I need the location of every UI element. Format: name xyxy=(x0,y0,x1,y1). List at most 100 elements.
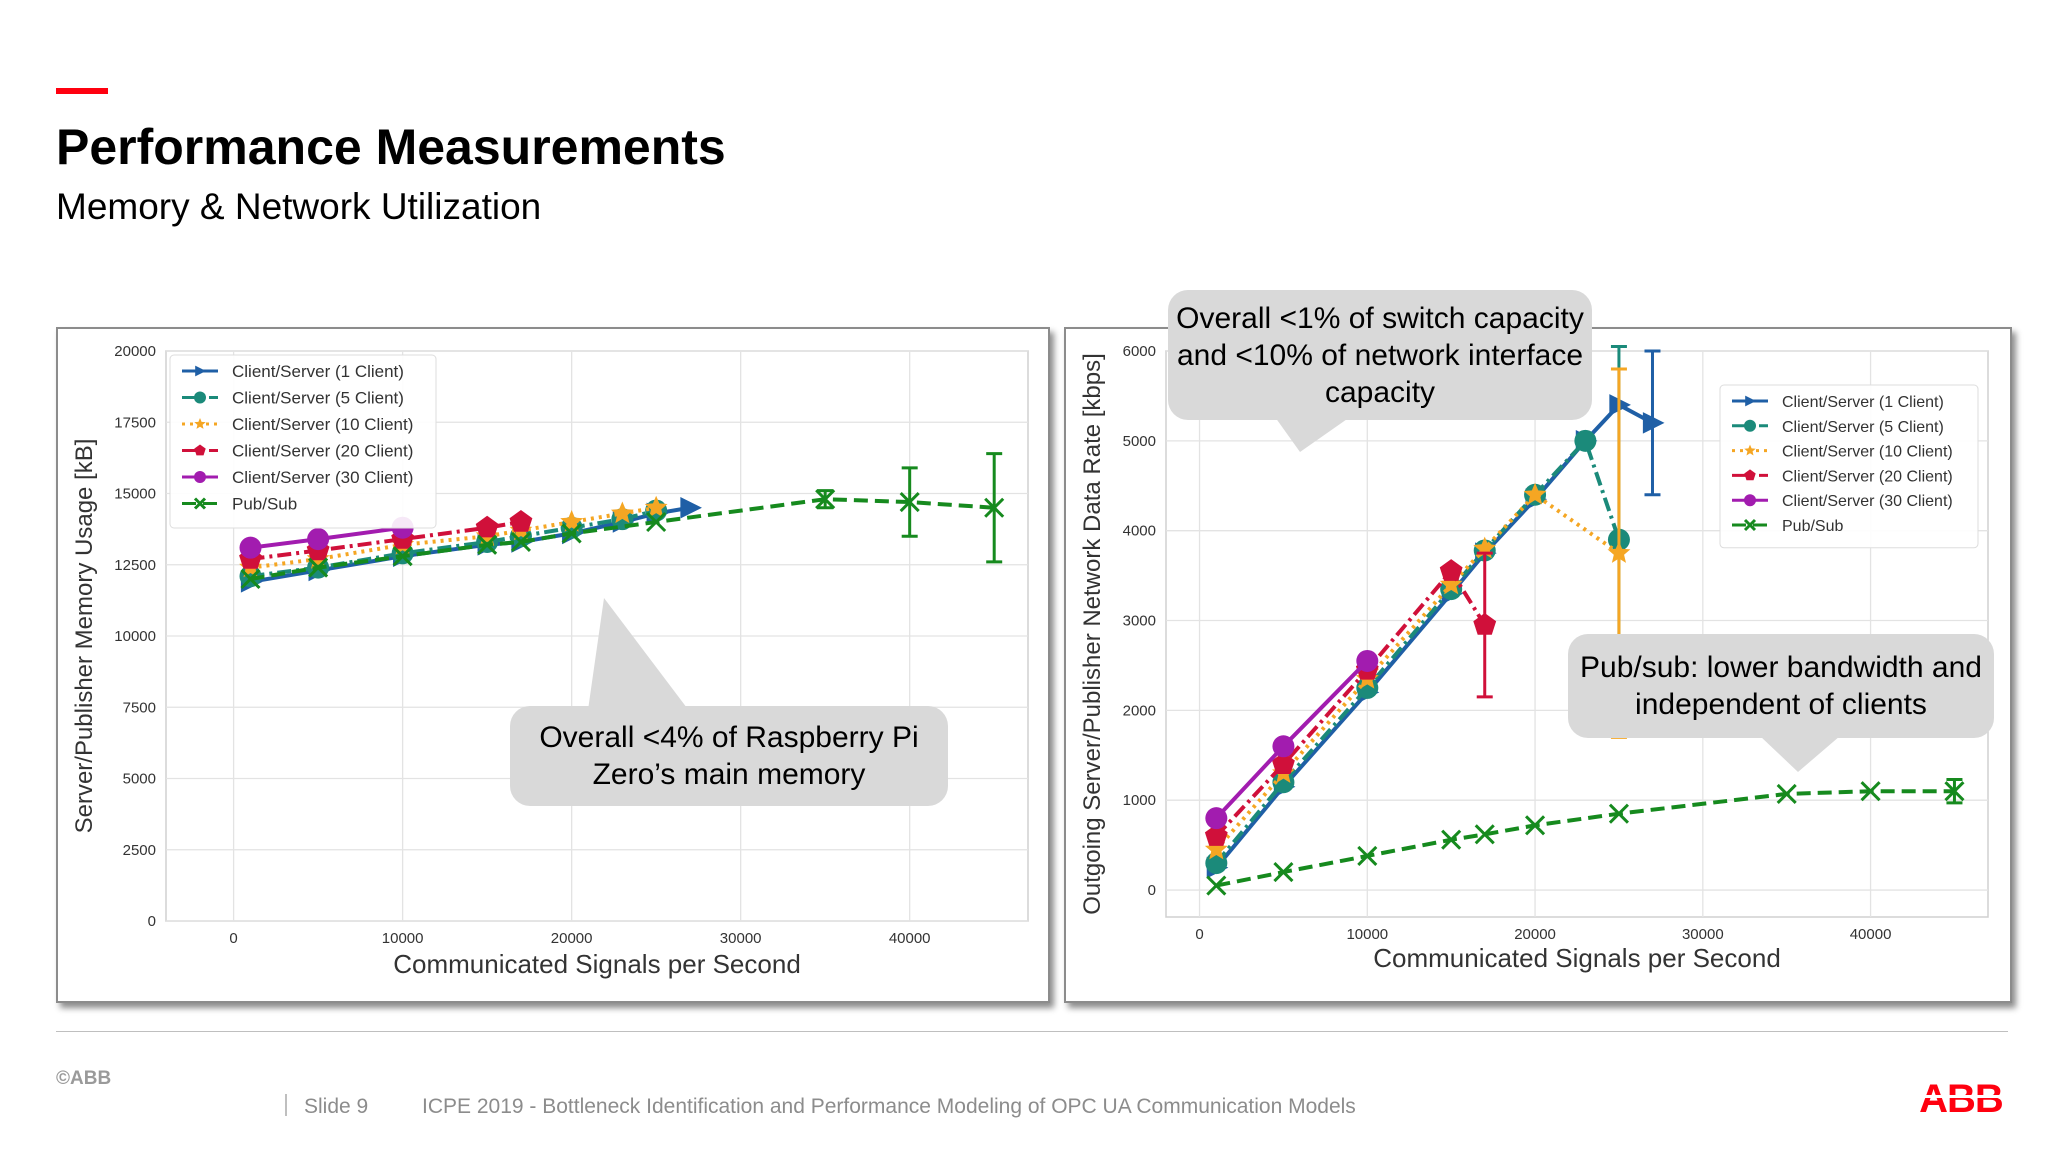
y-tick-label: 5000 xyxy=(1123,433,1156,450)
data-point xyxy=(899,491,920,513)
data-point xyxy=(1272,752,1295,774)
legend-label: Client/Server (30 Client) xyxy=(1782,493,1953,510)
legend-label: Client/Server (1 Client) xyxy=(232,362,404,381)
footer-text: ICPE 2019 - Bottleneck Identification an… xyxy=(422,1095,1356,1118)
x-axis-label: Communicated Signals per Second xyxy=(393,949,801,979)
data-point xyxy=(475,515,499,538)
series-line xyxy=(250,497,995,581)
y-tick-label: 0 xyxy=(148,913,156,930)
y-axis-label: Outgoing Server/Publisher Network Data R… xyxy=(1079,353,1106,915)
legend-marker xyxy=(194,471,206,483)
y-tick-label: 17500 xyxy=(114,414,156,431)
legend-marker xyxy=(194,391,206,404)
data-point xyxy=(1474,824,1495,845)
slide-subtitle: Memory & Network Utilization xyxy=(56,186,542,227)
series-line xyxy=(250,505,657,570)
y-axis-label: Server/Publisher Memory Usage [kB] xyxy=(71,439,98,834)
data-point xyxy=(392,546,413,567)
accent-bar xyxy=(56,88,108,94)
legend-label: Client/Server (20 Client) xyxy=(1782,468,1953,485)
data-point xyxy=(1776,783,1797,804)
x-tick-label: 0 xyxy=(1195,926,1203,943)
data-point xyxy=(1356,649,1379,672)
y-tick-label: 5000 xyxy=(123,771,156,788)
data-point xyxy=(1204,824,1228,846)
legend-label: Pub/Sub xyxy=(232,495,297,514)
data-point xyxy=(815,489,836,510)
pubsub-callout: Pub/sub: lower bandwidth and independent… xyxy=(1568,634,1994,738)
series-line xyxy=(1215,789,1955,888)
data-point xyxy=(1944,781,1965,802)
y-tick-label: 4000 xyxy=(1123,523,1156,540)
footer-divider xyxy=(56,1031,2008,1032)
memory-callout: Overall <4% of Raspberry Pi Zero’s main … xyxy=(510,706,948,806)
memory-chart-panel: 0 10000 20000 30000 40000 0 2500 5000 7500 10000 1… xyxy=(56,327,1050,1003)
data-point xyxy=(1273,862,1294,883)
data-point xyxy=(1206,875,1227,896)
data-point xyxy=(1525,815,1546,836)
data-point xyxy=(1205,852,1228,875)
legend-marker xyxy=(1744,469,1756,481)
y-tick-label: 7500 xyxy=(123,699,156,716)
data-point xyxy=(1523,482,1547,505)
legend-marker xyxy=(194,444,206,456)
switch-callout-text: Overall <1% of switch capacity and <10% … xyxy=(1176,301,1584,409)
legend-marker xyxy=(1744,494,1756,507)
series-line xyxy=(1214,438,1621,865)
legend-marker xyxy=(1744,419,1756,432)
x-tick-label: 40000 xyxy=(889,930,931,947)
y-tick-label: 2000 xyxy=(1123,702,1156,719)
data-point xyxy=(308,557,329,578)
data-point xyxy=(1860,781,1881,802)
footer-separator xyxy=(285,1094,287,1116)
series-pub-sub xyxy=(1206,778,1965,896)
data-point xyxy=(680,496,702,519)
data-point xyxy=(561,523,582,544)
data-point xyxy=(1642,412,1665,434)
y-tick-label: 10000 xyxy=(114,628,156,645)
data-point xyxy=(1441,829,1462,850)
x-axis-label: Communicated Signals per Second xyxy=(1373,943,1781,973)
legend-marker xyxy=(195,365,206,377)
x-tick-label: 30000 xyxy=(720,930,762,947)
memory-usage-chart: 0 10000 20000 30000 40000 0 2500 5000 7500 10000 1… xyxy=(71,343,1029,979)
data-point xyxy=(1204,837,1228,860)
switch-callout: Overall <1% of switch capacity and <10% … xyxy=(1168,290,1592,420)
data-point xyxy=(239,536,262,559)
y-tick-label: 2500 xyxy=(123,842,156,859)
data-point xyxy=(307,528,330,551)
y-tick-label: 1000 xyxy=(1123,792,1156,809)
data-point xyxy=(1272,735,1295,758)
data-point xyxy=(610,501,634,524)
pubsub-callout-text: Pub/sub: lower bandwidth and independent… xyxy=(1580,651,1982,721)
x-tick-label: 20000 xyxy=(551,930,593,947)
legend-label: Client/Server (10 Client) xyxy=(1782,444,1953,461)
legend-marker xyxy=(194,418,206,429)
y-tick-label: 15000 xyxy=(114,486,156,503)
legend-box xyxy=(169,354,437,529)
legend-label: Client/Server (10 Client) xyxy=(232,415,413,434)
data-point xyxy=(1607,541,1631,563)
legend-marker xyxy=(1744,444,1756,456)
data-point xyxy=(240,568,261,590)
abb-logo: ABB xyxy=(1916,1078,2006,1118)
legend-marker xyxy=(1745,395,1756,407)
legend-marker xyxy=(1743,518,1757,532)
x-tick-label: 40000 xyxy=(1850,926,1892,943)
x-tick-label: 10000 xyxy=(1346,926,1388,943)
legend-label: Client/Server (5 Client) xyxy=(232,389,404,408)
legend: Client/Server (1 Client) Client/Server (5… xyxy=(169,354,437,529)
data-point xyxy=(509,510,533,532)
x-tick-label: 20000 xyxy=(1514,926,1556,943)
series-line xyxy=(250,508,657,579)
legend-box xyxy=(1719,384,1979,549)
data-point xyxy=(1574,429,1597,452)
legend-label: Client/Server (30 Client) xyxy=(232,468,413,487)
data-point xyxy=(646,511,667,533)
data-point xyxy=(510,531,532,553)
series-line xyxy=(250,520,522,562)
data-point xyxy=(1473,613,1497,635)
series-client-server-30-client xyxy=(1205,649,1379,830)
legend: Client/Server (1 Client) Client/Server (5… xyxy=(1719,384,1979,549)
legend-marker xyxy=(193,497,207,510)
